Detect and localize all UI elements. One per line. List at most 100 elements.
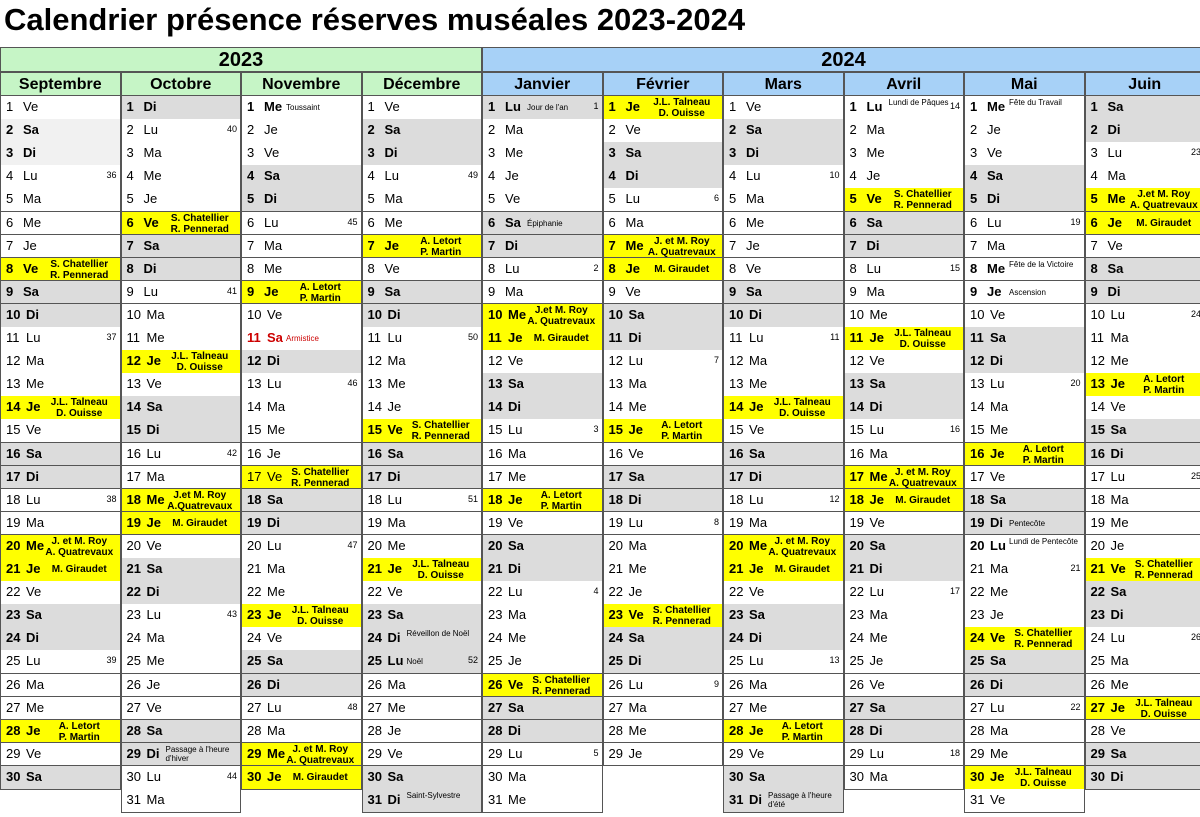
day-name: Ma: [625, 214, 644, 230]
day-cell: 19 Ma: [723, 511, 844, 536]
day-cell: 8 Lu 15: [843, 257, 964, 282]
day-cell: 6 Me: [723, 211, 844, 236]
day-name: Di: [26, 468, 39, 484]
month-header-avril: Avril: [843, 72, 964, 96]
day-cell: 9 Di: [1084, 280, 1200, 305]
day-number: 11: [729, 330, 743, 345]
day-note: Lundi de Pâques: [888, 98, 949, 107]
day-number: 12: [1090, 353, 1105, 369]
day-name: Lu: [625, 191, 640, 207]
staff-names: S. Chatellier R. Pennerad: [525, 675, 598, 697]
day-number: 15: [6, 422, 21, 438]
day-cell: 9 Sa: [723, 280, 844, 305]
day-cell: 30 Sa: [361, 765, 482, 790]
day-number: 26: [1090, 676, 1105, 692]
day-name: Sa: [267, 330, 283, 345]
staff-names: S. Chatellier R. Pennerad: [646, 605, 719, 627]
month-header-mai: Mai: [964, 72, 1085, 96]
day-number: 21: [729, 561, 744, 576]
day-number: 11: [970, 330, 984, 345]
day-number: 21: [367, 561, 382, 576]
day-number: 7: [608, 237, 616, 253]
week-number: 16: [949, 424, 960, 435]
day-number: 27: [970, 699, 985, 715]
day-name: Di: [990, 353, 1003, 369]
day-name: Ve: [508, 353, 524, 369]
day-cell: 30 Je J.L. Talneau D. Ouisse: [964, 765, 1085, 790]
day-number: 19: [247, 514, 262, 530]
day-name: Di: [267, 353, 280, 369]
day-number: 31: [970, 792, 985, 807]
week-number: 45: [347, 216, 358, 227]
day-name: Sa: [1110, 745, 1127, 761]
day-name: Di: [746, 145, 759, 161]
day-cell: 27 Ve: [120, 696, 241, 721]
staff-name: R. Pennerad: [1014, 639, 1073, 651]
day-name: Me: [146, 330, 165, 345]
week-number: 26: [1190, 632, 1200, 643]
day-number: 5: [849, 191, 857, 207]
day-number: 12: [367, 353, 382, 369]
day-note: Jour de l'an: [527, 103, 569, 112]
staff-name: D. Ouisse: [417, 570, 464, 581]
day-name: Je: [990, 607, 1004, 623]
staff-name: J.L. Talneau: [412, 559, 470, 570]
day-number: 28: [126, 722, 141, 738]
day-note: Passage à l'heure d'été: [768, 791, 832, 809]
week-number: 18: [949, 747, 960, 758]
staff-names: J.et M. Roy A. Quatrevaux: [1128, 189, 1200, 211]
day-cell: 22 Me: [964, 581, 1085, 605]
day-cell: 14 Me: [602, 396, 723, 420]
week-number: 14: [949, 101, 960, 111]
staff-names: J.L. Talneau D. Ouisse: [1007, 767, 1080, 789]
page-title: Calendrier présence réserves muséales 20…: [4, 2, 746, 37]
day-cell: 23 Sa: [723, 604, 844, 628]
day-cell: 7 Ve: [1084, 234, 1200, 259]
day-name: Sa: [628, 630, 645, 646]
day-note: Fête de la Victoire: [1009, 259, 1074, 269]
day-name: Sa: [1110, 422, 1127, 438]
staff-names: J. et M. Roy A. Quatrevaux: [887, 467, 960, 489]
day-cell: 21 Ma: [241, 558, 362, 582]
day-number: 12: [849, 353, 864, 369]
day-cell: 7 Je A. Letort P. Martin: [361, 234, 482, 259]
day-number: 21: [608, 561, 623, 576]
day-number: 25: [367, 653, 382, 669]
day-cell: 27 Me: [361, 696, 482, 721]
day-name: Di: [264, 191, 277, 207]
day-name: Lu: [508, 422, 523, 438]
day-cell: 28 Me: [602, 719, 723, 744]
day-cell: 4 Di: [602, 165, 723, 189]
staff-names: M. Giraudet: [525, 333, 598, 344]
day-cell: 14 Je J.L. Talneau D. Ouisse: [0, 396, 121, 420]
day-cell: 15 Me: [241, 419, 362, 444]
day-name: Ma: [143, 145, 162, 161]
day-cell: 20 Ma: [602, 534, 723, 559]
day-name: Lu: [267, 699, 282, 715]
week-number: 1: [593, 101, 599, 111]
day-name: Lu: [990, 376, 1005, 392]
day-cell: 24 Di: [723, 627, 844, 651]
day-number: 23: [6, 607, 21, 623]
day-name: Sa: [146, 722, 163, 738]
day-number: 17: [6, 468, 21, 484]
week-number: 3: [593, 424, 599, 435]
day-number: 5: [6, 191, 14, 207]
day-number: 22: [6, 584, 21, 600]
day-name: Ve: [628, 445, 644, 461]
day-cell: 5 Ma: [361, 188, 482, 213]
day-name: Me: [628, 561, 647, 576]
week-number: 36: [106, 170, 117, 181]
staff-name: D. Ouisse: [899, 339, 946, 350]
day-name: Ve: [990, 468, 1006, 484]
week-number: 7: [713, 355, 719, 366]
staff-name: M. Giraudet: [774, 564, 830, 575]
week-number: 9: [713, 678, 719, 689]
day-number: 18: [608, 491, 623, 507]
day-number: 9: [608, 283, 616, 299]
day-number: 7: [126, 237, 134, 253]
day-number: 7: [1090, 237, 1098, 253]
day-number: 15: [608, 422, 623, 438]
staff-name: D. Ouisse: [779, 408, 826, 420]
day-name: Di: [990, 676, 1003, 692]
